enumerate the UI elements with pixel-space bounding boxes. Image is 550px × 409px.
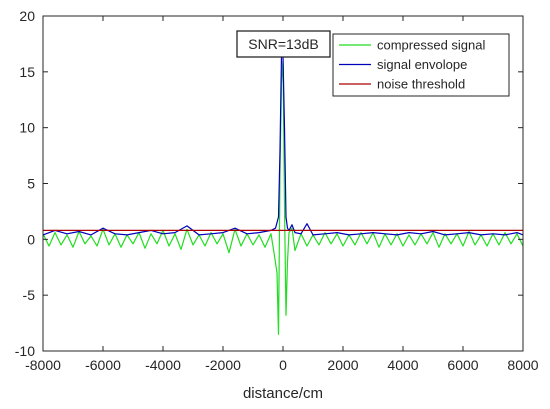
y-tick-label: 15 — [19, 64, 35, 80]
series-layer — [42, 54, 524, 335]
x-tick-label: -8000 — [25, 357, 61, 373]
x-tick-label: 2000 — [327, 357, 358, 373]
x-tick-label: 6000 — [447, 357, 478, 373]
snr-annotation: SNR=13dB — [236, 30, 331, 58]
snr-annotation-text: SNR=13dB — [248, 36, 318, 52]
x-tick-label: 0 — [279, 357, 287, 373]
y-tick-label: 0 — [27, 231, 35, 247]
legend-label-2: signal envolope — [377, 57, 467, 72]
y-tick-label: -10 — [15, 343, 35, 359]
snr-annotation-box — [236, 30, 331, 58]
legend-label-1: compressed signal — [377, 38, 485, 53]
y-tick-label: 10 — [19, 120, 35, 136]
y-tick-label: 5 — [27, 176, 35, 192]
x-tick-label: 8000 — [507, 357, 538, 373]
tick-layer: -8000 -6000 -4000 -2000 0 2000 4000 6000 8000 -10… — [15, 8, 539, 373]
legend: compressed signal signal envolope noise th… — [332, 33, 510, 97]
y-tick-label: -5 — [23, 287, 36, 303]
x-tick-label: 4000 — [387, 357, 418, 373]
x-tick-label: -4000 — [145, 357, 181, 373]
legend-label-3: noise threshold — [377, 77, 465, 92]
x-tick-label: -6000 — [85, 357, 121, 373]
y-tick-label: 20 — [19, 8, 35, 24]
series-line-2 — [42, 54, 524, 236]
x-axis-label: distance/cm — [243, 385, 323, 402]
x-tick-label: -2000 — [205, 357, 241, 373]
